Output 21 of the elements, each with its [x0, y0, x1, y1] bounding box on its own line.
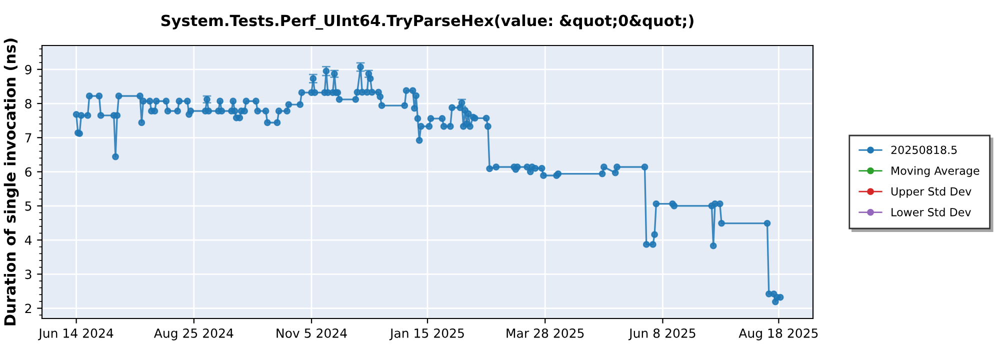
y-tick-label: 9 — [25, 64, 32, 74]
legend-label: Lower Std Dev — [892, 208, 971, 216]
x-tick-label: Nov 5 2024 — [276, 328, 347, 338]
legend-label: 20250818.5 — [891, 146, 957, 154]
x-tick-label: Jun 8 2025 — [628, 328, 696, 340]
y-axis-title: Duration of single invocation (ns) — [4, 38, 19, 326]
x-tick-label: Jun 14 2024 — [38, 328, 114, 340]
legend-label: Upper Std Dev — [891, 187, 972, 198]
y-tick-label: 5 — [25, 202, 32, 211]
y-tick-label: 7 — [25, 133, 32, 142]
x-tick-label: Aug 18 2025 — [738, 328, 818, 340]
x-tick-label: Jan 15 2025 — [389, 328, 464, 340]
legend-label: Moving Average — [892, 166, 980, 177]
y-tick-label: 2 — [25, 304, 32, 314]
y-tick-label: 8 — [25, 98, 32, 108]
y-tick-label: 3 — [25, 270, 32, 280]
chart-title: System.Tests.Perf_UInt64.TryParseHex(value: &quot;0&quot;) — [161, 14, 694, 30]
x-tick-label: Aug 25 2024 — [154, 328, 234, 340]
y-tick-label: 6 — [25, 167, 32, 177]
y-tick-label: 4 — [24, 236, 32, 245]
x-tick-label: Mar 28 2025 — [506, 328, 584, 338]
